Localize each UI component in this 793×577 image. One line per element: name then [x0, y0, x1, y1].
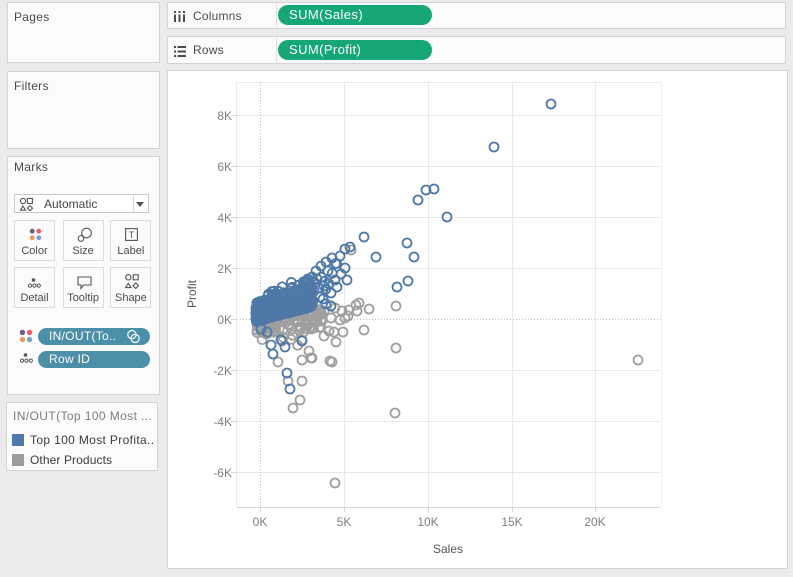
- svg-text:T: T: [129, 230, 135, 240]
